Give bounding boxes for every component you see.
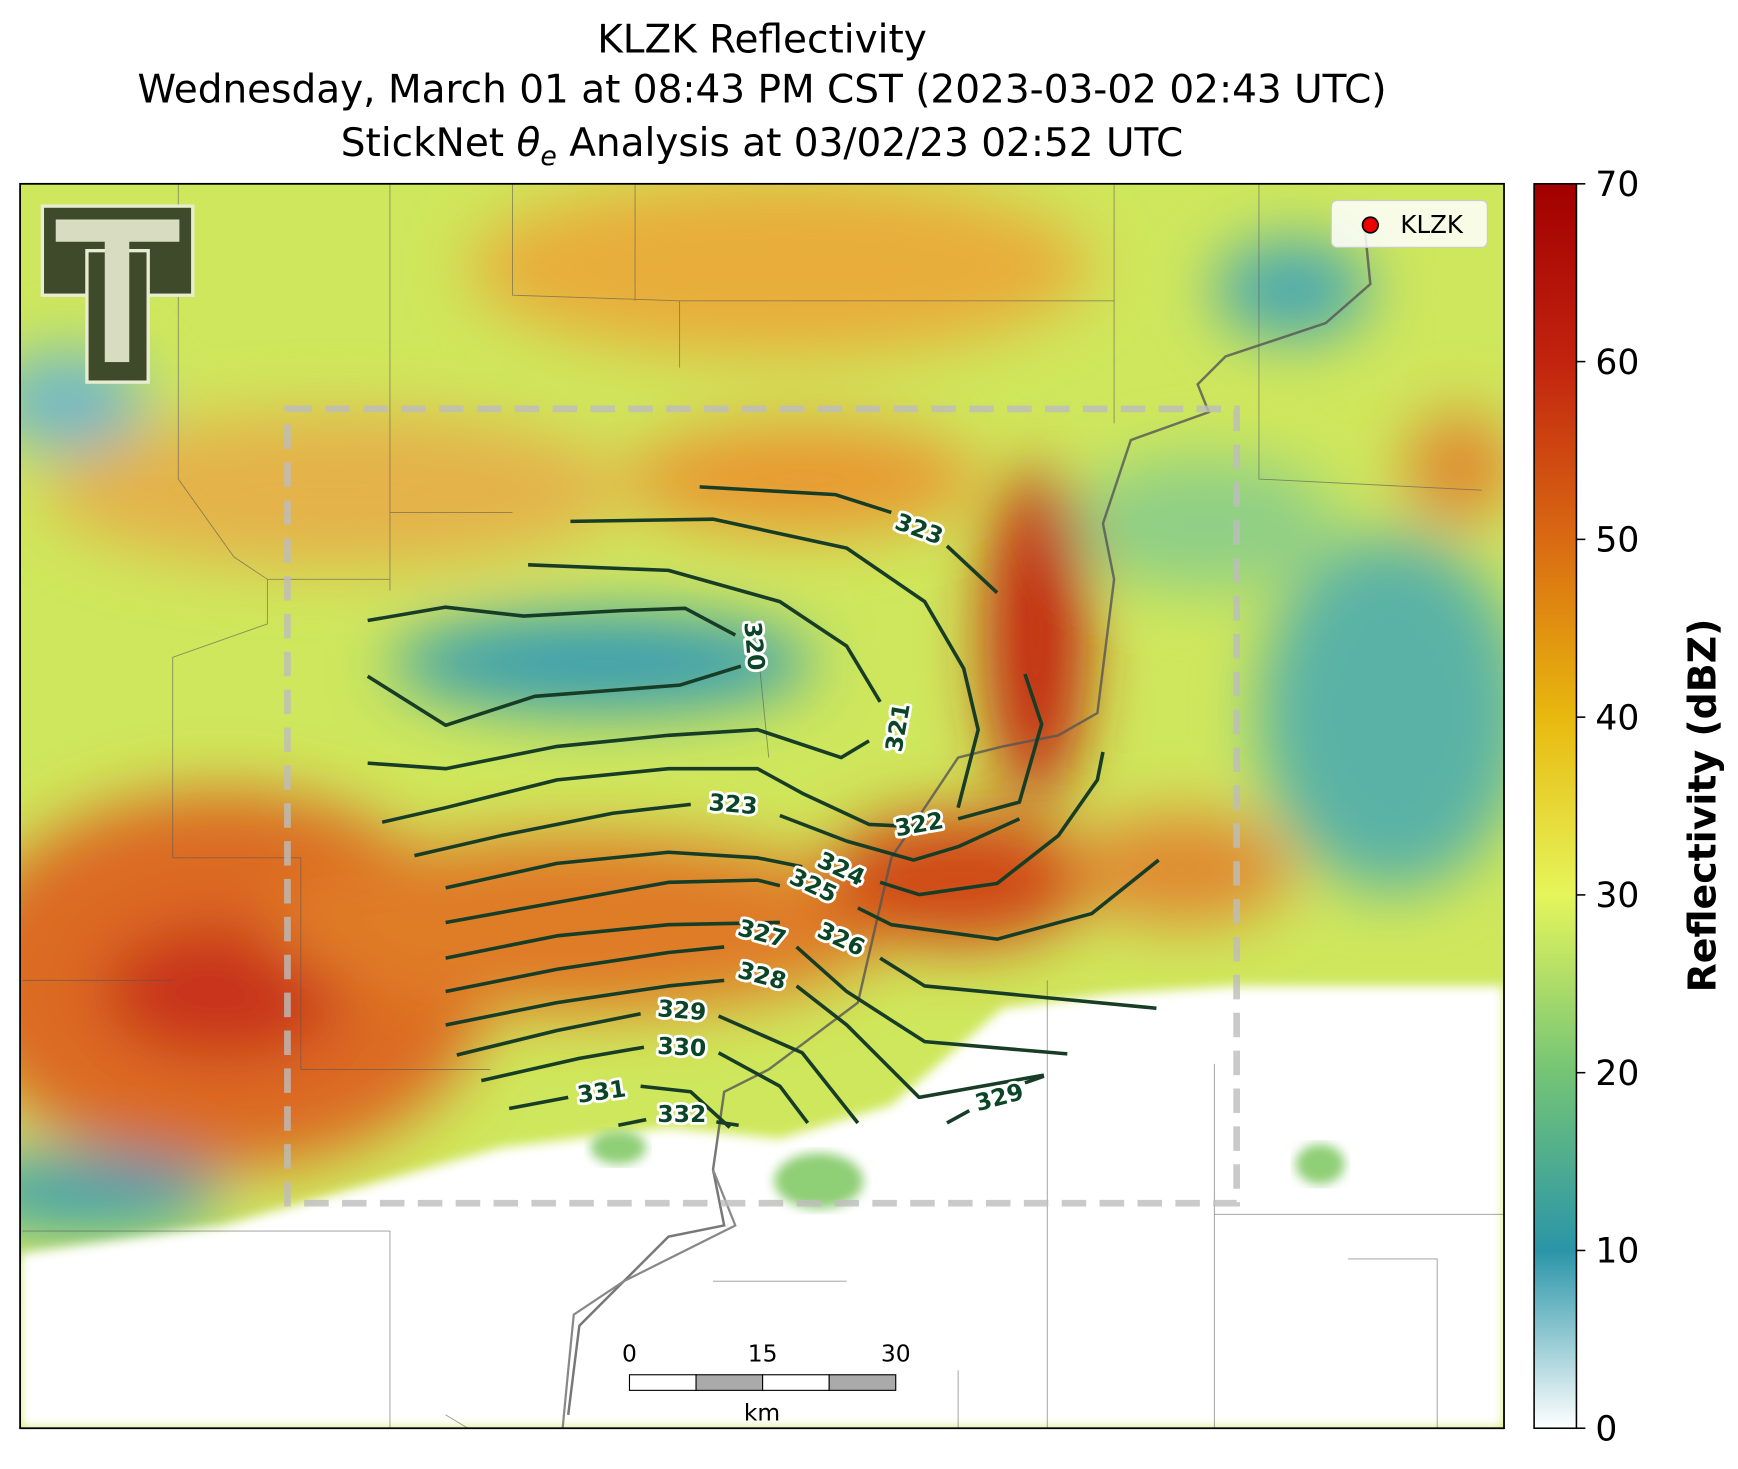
title: KLZK Reflectivity xyxy=(597,17,927,62)
scale-tick-label: 30 xyxy=(881,1339,911,1367)
analysis-domain xyxy=(284,405,1240,1207)
colorbar-tick-label: 60 xyxy=(1595,343,1639,383)
scale-segment xyxy=(828,1374,897,1391)
subtitle: Wednesday, March 01 at 08:43 PM CST (202… xyxy=(137,67,1386,112)
scale-tick-label: 0 xyxy=(622,1339,637,1367)
legend-marker xyxy=(1361,216,1379,234)
reflectivity-field xyxy=(20,183,1505,1429)
contour-label: 320 xyxy=(738,621,770,672)
colorbar xyxy=(1533,183,1578,1430)
contour-label: 323 xyxy=(708,788,759,820)
map-frame xyxy=(19,182,1505,1430)
colorbar-tick-label: 40 xyxy=(1595,698,1639,738)
analysis-title: StickNet θe Analysis at 03/02/23 02:52 U… xyxy=(341,121,1184,172)
colorbar-tick-label: 50 xyxy=(1595,521,1639,561)
contour-lines xyxy=(366,485,1160,1129)
colorbar-tick-label: 10 xyxy=(1595,1232,1639,1272)
colorbar-tick-label: 0 xyxy=(1595,1409,1617,1449)
logo xyxy=(40,204,195,384)
legend-label: KLZK xyxy=(1400,210,1463,239)
scale-unit: km xyxy=(744,1398,780,1426)
colorbar-axis: 0 10 20 30 40 50 60 70 xyxy=(1576,165,1639,1449)
scale-segment xyxy=(762,1374,830,1391)
scale-segment xyxy=(628,1374,697,1391)
contour-label: 332 xyxy=(657,1100,706,1128)
colorbar-tick-label: 70 xyxy=(1595,165,1639,205)
colorbar-tick-label: 30 xyxy=(1595,876,1639,916)
scale-tick-label: 15 xyxy=(748,1339,778,1367)
legend: KLZK xyxy=(1330,199,1488,248)
contour-label: 330 xyxy=(657,1032,707,1063)
contour-label: 329 xyxy=(656,994,707,1026)
contour-label: 331 xyxy=(575,1074,627,1109)
scale-bar: km 0 15 30 xyxy=(622,1339,911,1426)
colorbar-label: Reflectivity (dBZ) xyxy=(1681,619,1725,993)
scale-segment xyxy=(695,1374,764,1391)
colorbar-tick-label: 20 xyxy=(1595,1054,1639,1094)
